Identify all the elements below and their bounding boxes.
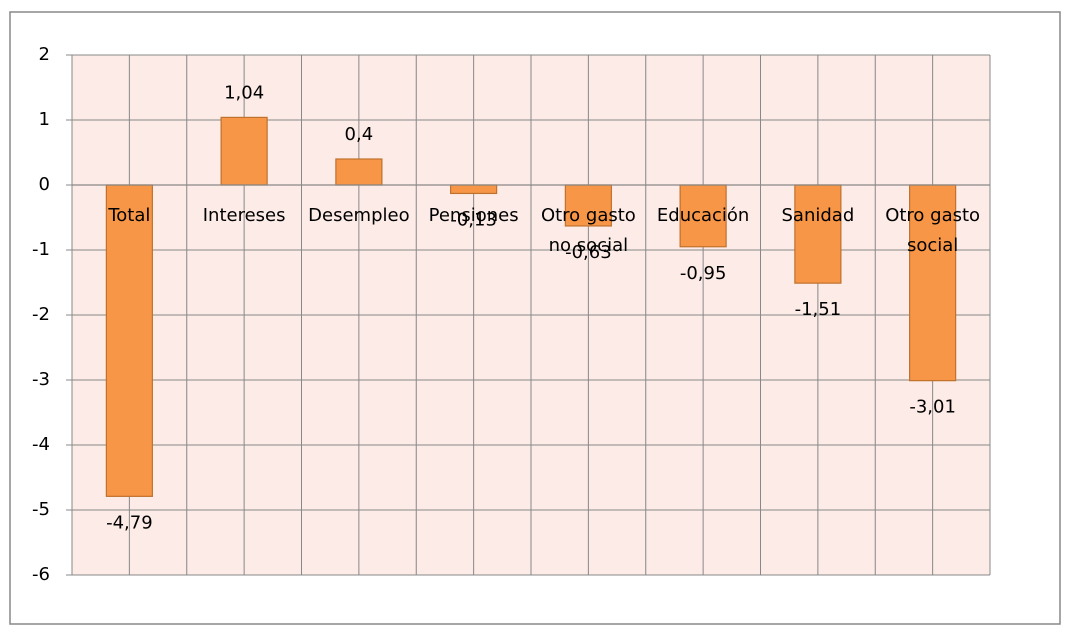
value-label: -0,13 — [450, 209, 497, 230]
x-tick-label: Intereses — [202, 205, 286, 226]
y-tick-label: -5 — [32, 499, 50, 520]
y-tick-label: -3 — [32, 369, 50, 390]
y-tick-label: -4 — [32, 434, 50, 455]
y-tick-label: -1 — [32, 239, 50, 260]
bar — [335, 158, 383, 186]
bar — [794, 184, 842, 284]
value-label: -4,79 — [106, 512, 153, 533]
value-label: 1,04 — [224, 82, 264, 103]
y-tick-label: -6 — [32, 564, 50, 585]
x-tick-label: Pensiones — [428, 205, 519, 226]
value-label: 0,4 — [345, 124, 374, 145]
bar — [679, 184, 727, 248]
y-tick-label: 1 — [39, 109, 50, 130]
y-tick-label: -2 — [32, 304, 50, 325]
bar — [909, 184, 957, 382]
x-tick-label: Desempleo — [308, 205, 410, 226]
x-tick-label: Educación — [656, 205, 750, 226]
y-tick-label: 0 — [39, 174, 50, 195]
x-tick-label: Otro gasto social — [885, 205, 981, 256]
y-tick-label: 2 — [39, 44, 50, 65]
value-label: -0,63 — [565, 242, 612, 263]
value-label: -1,51 — [795, 299, 842, 320]
bar — [105, 184, 153, 497]
x-tick-label: Total — [108, 205, 151, 226]
x-tick-label: Otro gasto no social — [540, 205, 636, 256]
bar — [564, 184, 612, 227]
bar — [450, 184, 498, 195]
bar — [220, 116, 268, 186]
value-label: -3,01 — [909, 397, 956, 418]
x-tick-label: Sanidad — [781, 205, 855, 226]
value-label: -0,95 — [680, 263, 727, 284]
